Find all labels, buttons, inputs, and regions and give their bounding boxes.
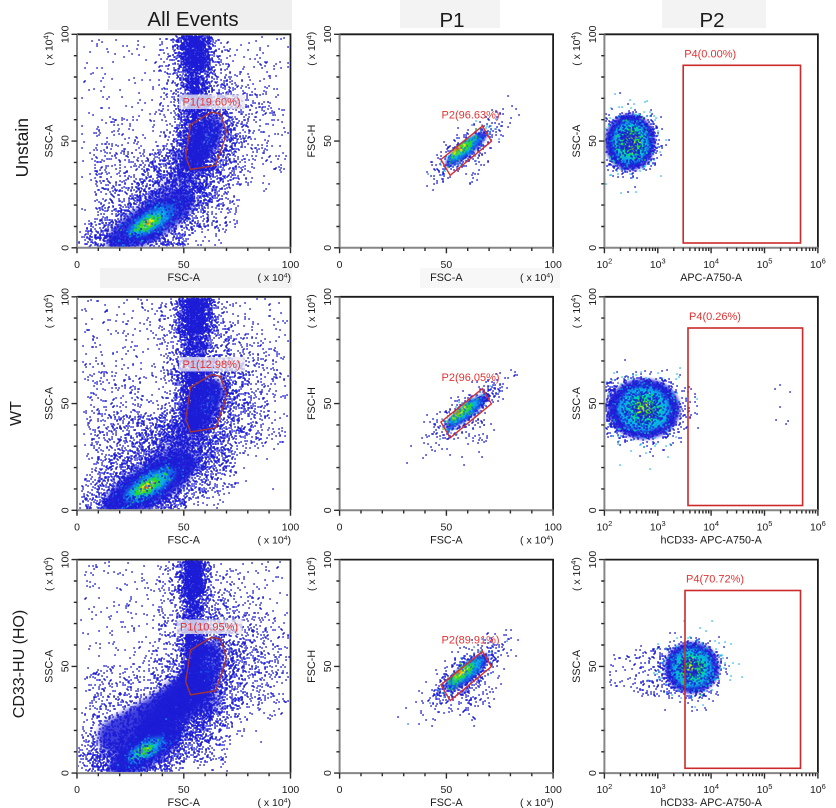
svg-text:50: 50 <box>441 784 453 796</box>
svg-text:0: 0 <box>74 784 80 796</box>
svg-text:FSC-A: FSC-A <box>430 534 463 546</box>
svg-text:( x 104): ( x 104) <box>569 294 583 328</box>
svg-text:50: 50 <box>178 259 190 271</box>
svg-text:SSC-A: SSC-A <box>44 386 56 420</box>
svg-text:0: 0 <box>322 770 334 776</box>
svg-text:P1(12.98%): P1(12.98%) <box>183 359 241 371</box>
svg-text:100: 100 <box>322 25 334 43</box>
svg-text:P4(70.72%): P4(70.72%) <box>686 574 744 586</box>
svg-text:P2(96.05%): P2(96.05%) <box>442 372 500 384</box>
svg-text:50: 50 <box>60 135 72 147</box>
svg-text:P4(0.00%): P4(0.00%) <box>684 49 736 61</box>
svg-text:100: 100 <box>544 259 562 271</box>
svg-text:0: 0 <box>587 245 599 251</box>
svg-text:All Events: All Events <box>147 8 238 31</box>
svg-text:50: 50 <box>322 398 334 410</box>
svg-text:( x 104): ( x 104) <box>569 557 583 591</box>
svg-text:0: 0 <box>60 245 72 251</box>
svg-text:FSC-A: FSC-A <box>168 534 201 546</box>
svg-text:100: 100 <box>282 259 300 271</box>
svg-text:100: 100 <box>587 288 599 306</box>
svg-text:50: 50 <box>178 784 190 796</box>
svg-text:0: 0 <box>337 259 343 271</box>
svg-text:0: 0 <box>74 521 80 533</box>
svg-text:FSC-A: FSC-A <box>430 797 463 808</box>
svg-text:0: 0 <box>60 507 72 513</box>
svg-text:APC-A750-A: APC-A750-A <box>680 272 743 284</box>
svg-text:FSC-H: FSC-H <box>306 387 318 420</box>
svg-text:P1(10.95%): P1(10.95%) <box>180 622 238 634</box>
svg-text:CD33-HU (HO): CD33-HU (HO) <box>11 610 28 718</box>
svg-text:( x 104): ( x 104) <box>257 272 291 284</box>
svg-text:P2(96.63%): P2(96.63%) <box>442 109 500 121</box>
svg-text:100: 100 <box>544 784 562 796</box>
svg-text:0: 0 <box>587 770 599 776</box>
svg-text:0: 0 <box>337 521 343 533</box>
svg-text:50: 50 <box>60 660 72 672</box>
svg-text:SSC-A: SSC-A <box>571 124 583 158</box>
svg-text:( x 104): ( x 104) <box>520 534 554 546</box>
svg-text:Unstain: Unstain <box>12 118 32 177</box>
svg-text:( x 104): ( x 104) <box>520 797 554 808</box>
svg-text:SSC-A: SSC-A <box>44 124 56 158</box>
svg-text:0: 0 <box>337 784 343 796</box>
svg-text:0: 0 <box>60 770 72 776</box>
svg-text:FSC-A: FSC-A <box>430 272 463 284</box>
svg-text:50: 50 <box>441 259 453 271</box>
svg-text:P1: P1 <box>439 9 464 32</box>
svg-text:( x 104): ( x 104) <box>304 557 318 591</box>
svg-text:P4(0.26%): P4(0.26%) <box>689 311 741 323</box>
svg-text:100: 100 <box>60 551 72 569</box>
svg-text:100: 100 <box>587 25 599 43</box>
svg-text:50: 50 <box>587 398 599 410</box>
svg-text:0: 0 <box>322 507 334 513</box>
svg-text:( x 104): ( x 104) <box>42 32 56 66</box>
svg-text:50: 50 <box>322 660 334 672</box>
svg-text:SSC-A: SSC-A <box>44 649 56 683</box>
svg-text:hCD33- APC-A750-A: hCD33- APC-A750-A <box>660 797 762 808</box>
svg-text:( x 104): ( x 104) <box>569 32 583 66</box>
svg-text:( x 104): ( x 104) <box>257 534 291 546</box>
svg-text:50: 50 <box>178 521 190 533</box>
svg-text:0: 0 <box>74 259 80 271</box>
svg-text:FSC-A: FSC-A <box>168 272 201 284</box>
svg-text:0: 0 <box>322 245 334 251</box>
svg-text:100: 100 <box>544 521 562 533</box>
svg-text:( x 104): ( x 104) <box>42 294 56 328</box>
svg-text:P2(89.91%): P2(89.91%) <box>442 635 500 647</box>
svg-text:WT: WT <box>8 401 25 426</box>
svg-text:50: 50 <box>587 135 599 147</box>
svg-text:100: 100 <box>282 784 300 796</box>
svg-text:FSC-H: FSC-H <box>306 650 318 683</box>
svg-text:50: 50 <box>322 135 334 147</box>
svg-text:50: 50 <box>441 521 453 533</box>
svg-text:P1(19.60%): P1(19.60%) <box>183 97 241 109</box>
svg-text:100: 100 <box>282 521 300 533</box>
svg-text:50: 50 <box>60 398 72 410</box>
svg-text:100: 100 <box>322 551 334 569</box>
svg-text:( x 104): ( x 104) <box>304 32 318 66</box>
svg-text:P2: P2 <box>699 9 724 32</box>
svg-text:0: 0 <box>587 507 599 513</box>
svg-text:hCD33- APC-A750-A: hCD33- APC-A750-A <box>660 534 762 546</box>
svg-text:100: 100 <box>60 288 72 306</box>
svg-text:( x 104): ( x 104) <box>520 272 554 284</box>
svg-text:50: 50 <box>587 660 599 672</box>
svg-text:100: 100 <box>60 25 72 43</box>
svg-text:SSC-A: SSC-A <box>571 649 583 683</box>
svg-text:FSC-A: FSC-A <box>168 797 201 808</box>
svg-text:100: 100 <box>322 288 334 306</box>
svg-text:100: 100 <box>587 551 599 569</box>
svg-text:( x 104): ( x 104) <box>257 797 291 808</box>
svg-text:( x 104): ( x 104) <box>42 557 56 591</box>
svg-text:( x 104): ( x 104) <box>304 294 318 328</box>
svg-text:FSC-H: FSC-H <box>306 125 318 158</box>
svg-text:SSC-A: SSC-A <box>571 386 583 420</box>
